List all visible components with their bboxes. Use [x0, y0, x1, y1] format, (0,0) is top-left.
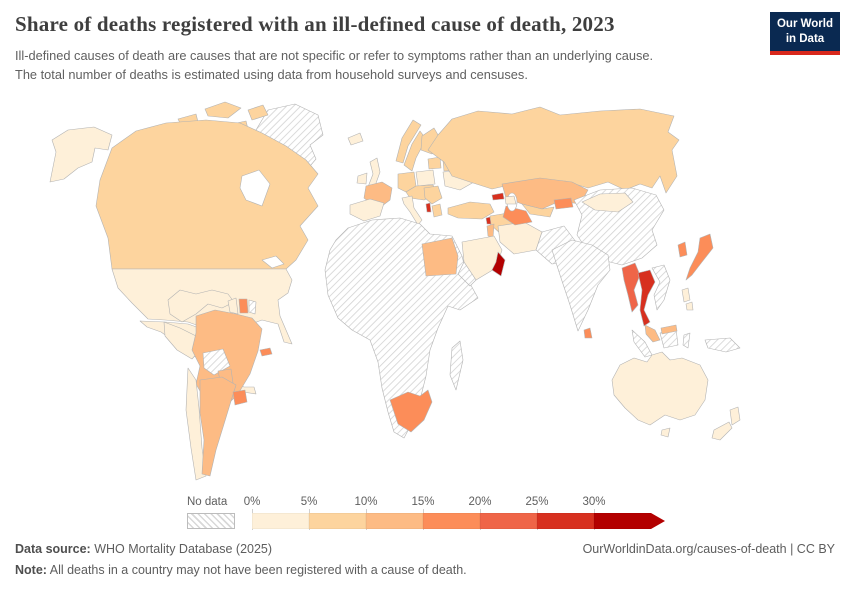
country-turkey[interactable]: [447, 201, 495, 220]
region-baltics[interactable]: [427, 156, 442, 170]
country-suriname[interactable]: [238, 298, 249, 314]
legend-color-bar: [252, 513, 665, 529]
country-greece[interactable]: [431, 203, 443, 218]
country-albania[interactable]: [425, 202, 432, 213]
legend-tick-30: 30%: [582, 496, 606, 508]
country-madagascar[interactable]: [449, 340, 464, 391]
region-indochina[interactable]: [651, 264, 671, 311]
country-alaska[interactable]: [49, 126, 113, 183]
country-south-africa[interactable]: [389, 389, 433, 433]
country-chile[interactable]: [185, 367, 207, 481]
country-mongolia[interactable]: [581, 192, 634, 213]
data-source: Data source: WHO Mortality Database (202…: [15, 542, 272, 556]
country-japan[interactable]: [685, 233, 714, 281]
country-myanmar[interactable]: [621, 262, 641, 313]
region-french-guiana[interactable]: [248, 299, 257, 315]
legend-tick-5: 5%: [300, 496, 318, 508]
country-kyrgyzstan[interactable]: [553, 197, 574, 210]
country-thailand[interactable]: [637, 269, 656, 327]
country-sri-lanka[interactable]: [583, 327, 593, 339]
legend-bin-5-10[interactable]: [309, 513, 366, 529]
map-legend: No data 0% 5% 10% 15% 20% 25% 30%: [0, 496, 850, 532]
legend-tick-25: 25%: [525, 496, 549, 508]
country-philippines[interactable]: [681, 287, 694, 311]
owid-link[interactable]: OurWorldinData.org/causes-of-death | CC …: [582, 542, 835, 556]
chart-header: Share of deaths registered with an ill-d…: [15, 12, 755, 84]
country-italy[interactable]: [401, 195, 423, 226]
legend-bin-15-20[interactable]: [423, 513, 480, 529]
region-balkans[interactable]: [423, 185, 443, 205]
country-iceland[interactable]: [347, 132, 364, 146]
data-source-text: WHO Mortality Database (2025): [90, 542, 273, 556]
logo-line-1: Our World: [776, 18, 833, 30]
legend-tick-10: 10%: [354, 496, 378, 508]
hudson-bay: [239, 169, 271, 207]
country-new-zealand[interactable]: [711, 406, 741, 441]
country-guyana[interactable]: [227, 297, 239, 315]
owid-logo: Our World in Data: [770, 12, 840, 55]
data-source-label: Data source:: [15, 542, 91, 556]
country-ireland[interactable]: [356, 172, 368, 185]
legend-bin-10-15[interactable]: [366, 513, 423, 529]
country-canada-arctic-islands[interactable]: [177, 101, 269, 131]
legend-bin-25-30[interactable]: [537, 513, 594, 529]
country-azerbaijan[interactable]: [504, 195, 517, 205]
legend-tick-15: 15%: [411, 496, 435, 508]
region-borneo-malaysia[interactable]: [660, 324, 678, 335]
country-malaysia[interactable]: [644, 324, 661, 343]
country-egypt[interactable]: [421, 237, 459, 277]
region-colombia-venezuela[interactable]: [167, 289, 235, 323]
legend-tick-0: 0%: [243, 496, 261, 508]
country-yemen[interactable]: [457, 261, 477, 287]
country-argentina[interactable]: [199, 376, 237, 477]
page-title: Share of deaths registered with an ill-d…: [15, 12, 615, 36]
country-uruguay[interactable]: [232, 389, 248, 406]
no-data-swatch[interactable]: [187, 513, 235, 529]
subtitle-line-1: Ill-defined causes of death are causes t…: [15, 48, 654, 63]
logo-line-2: in Data: [785, 32, 825, 45]
country-norway[interactable]: [395, 119, 422, 164]
note-text: All deaths in a country may not have bee…: [46, 563, 467, 577]
island-hispaniola[interactable]: [259, 347, 273, 357]
country-georgia[interactable]: [491, 192, 505, 201]
subtitle-line-2: The total number of deaths is estimated …: [15, 67, 528, 83]
legend-tick-20: 20%: [468, 496, 492, 508]
country-oman[interactable]: [491, 251, 506, 277]
legend-bin-30-plus[interactable]: [594, 513, 665, 529]
region-iberia[interactable]: [349, 198, 385, 222]
world-choropleth-map: [49, 101, 741, 481]
country-lebanon[interactable]: [485, 216, 492, 225]
country-india[interactable]: [551, 239, 611, 332]
chart-footer: Data source: WHO Mortality Database (202…: [15, 542, 835, 577]
legend-bin-0-5[interactable]: [252, 513, 309, 529]
island-new-guinea[interactable]: [704, 337, 741, 353]
legend-bin-20-25[interactable]: [480, 513, 537, 529]
country-south-korea[interactable]: [677, 241, 688, 258]
island-tasmania[interactable]: [660, 427, 671, 438]
note-row: Note: All deaths in a country may not ha…: [15, 563, 835, 577]
country-uzbekistan[interactable]: [521, 203, 555, 218]
no-data-label: No data: [187, 496, 228, 508]
note-label: Note:: [15, 563, 47, 577]
chart-subtitle: Ill-defined causes of death are causes t…: [15, 46, 755, 84]
country-australia[interactable]: [611, 351, 709, 426]
country-iran[interactable]: [497, 221, 543, 255]
great-lakes: [261, 255, 285, 269]
country-poland[interactable]: [415, 169, 436, 187]
